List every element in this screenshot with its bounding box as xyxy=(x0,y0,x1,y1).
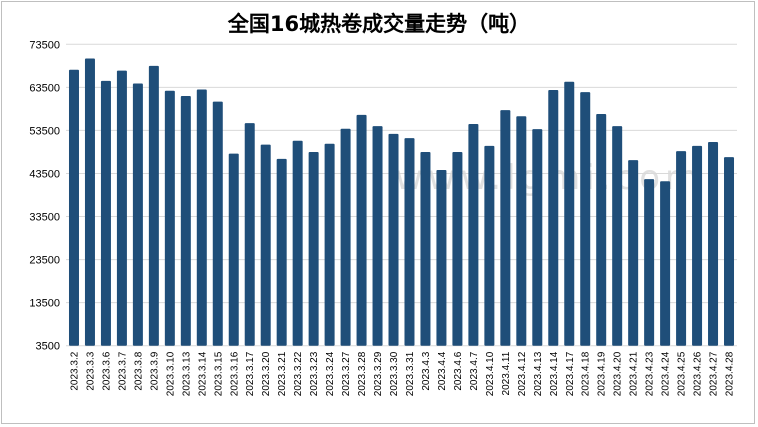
x-tick-label: 2023.3.20 xyxy=(261,351,272,396)
bar xyxy=(500,110,511,346)
bar xyxy=(100,80,111,346)
y-tick-label: 73500 xyxy=(29,39,60,51)
bar xyxy=(548,89,559,346)
bar xyxy=(708,142,719,346)
bar xyxy=(324,143,335,346)
x-tick-label: 2023.3.14 xyxy=(197,351,208,396)
x-tick-label: 2023.4.6 xyxy=(453,351,464,390)
x-tick-label: 2023.4.17 xyxy=(565,351,576,396)
bar xyxy=(68,69,79,346)
x-tick-label: 2023.3.7 xyxy=(117,351,128,390)
x-tick-label: 2023.4.25 xyxy=(677,351,688,396)
bar xyxy=(164,90,175,346)
x-tick-label: 2023.3.31 xyxy=(405,351,416,396)
x-tick-label: 2023.3.9 xyxy=(149,351,160,390)
x-tick-label: 2023.4.20 xyxy=(613,351,624,396)
bar xyxy=(564,81,575,346)
bar xyxy=(228,153,239,346)
x-tick-label: 2023.3.21 xyxy=(277,351,288,396)
x-tick-label: 2023.4.27 xyxy=(709,351,720,396)
x-tick-label: 2023.4.14 xyxy=(549,351,560,396)
bar xyxy=(516,116,527,346)
bar xyxy=(244,123,255,346)
bar xyxy=(308,151,319,346)
x-tick-label: 2023.3.24 xyxy=(325,351,336,396)
bar xyxy=(660,181,671,346)
x-tick-label: 2023.3.28 xyxy=(357,351,368,396)
bar xyxy=(212,101,223,346)
x-tick-label: 2023.4.24 xyxy=(661,351,672,396)
x-tick-label: 2023.4.3 xyxy=(421,351,432,390)
bar xyxy=(484,145,495,346)
x-tick-label: 2023.3.30 xyxy=(389,351,400,396)
x-tick-label: 2023.4.10 xyxy=(485,351,496,396)
bar xyxy=(340,128,351,346)
bar xyxy=(692,145,703,346)
bar xyxy=(148,65,159,346)
x-tick-label: 2023.4.19 xyxy=(597,351,608,396)
bar xyxy=(132,83,143,346)
bar xyxy=(612,126,623,346)
bar xyxy=(116,70,127,346)
bar xyxy=(420,151,431,346)
x-tick-label: 2023.4.18 xyxy=(581,351,592,396)
x-tick-label: 2023.4.26 xyxy=(693,351,704,396)
x-tick-label: 2023.3.16 xyxy=(229,351,240,396)
bar xyxy=(388,133,399,346)
bar xyxy=(196,89,207,346)
x-tick-label: 2023.3.13 xyxy=(181,351,192,396)
bar xyxy=(676,151,687,346)
x-tick-label: 2023.3.3 xyxy=(85,351,96,390)
x-tick-label: 2023.4.11 xyxy=(501,351,512,395)
x-tick-label: 2023.3.17 xyxy=(245,351,256,396)
y-tick-label: 23500 xyxy=(29,255,60,267)
y-tick-label: 3500 xyxy=(36,341,60,353)
x-tick-label: 2023.4.28 xyxy=(725,351,736,396)
bar xyxy=(292,140,303,346)
x-tick-label: 2023.3.23 xyxy=(309,351,320,396)
y-tick-label: 13500 xyxy=(29,298,60,310)
bar xyxy=(436,170,447,346)
y-tick-label: 33500 xyxy=(29,212,60,224)
bar xyxy=(372,126,383,346)
bar xyxy=(180,95,191,346)
bar xyxy=(84,58,95,346)
chart-title: 全国16城热卷成交量走势（吨） xyxy=(227,12,531,36)
bar xyxy=(628,160,639,346)
bar xyxy=(532,129,543,346)
x-tick-label: 2023.3.15 xyxy=(213,351,224,396)
x-tick-label: 2023.4.12 xyxy=(517,351,528,396)
bar xyxy=(580,92,591,346)
x-tick-label: 2023.4.13 xyxy=(533,351,544,396)
x-tick-label: 2023.3.2 xyxy=(69,351,80,390)
x-tick-label: 2023.4.7 xyxy=(469,351,480,390)
y-tick-label: 53500 xyxy=(29,125,60,137)
bar xyxy=(596,114,607,346)
x-tick-label: 2023.4.4 xyxy=(437,351,448,390)
bar xyxy=(644,179,655,346)
x-tick-label: 2023.3.6 xyxy=(101,351,112,390)
x-tick-label: 2023.4.21 xyxy=(629,351,640,396)
x-tick-label: 2023.3.27 xyxy=(341,351,352,396)
bar xyxy=(404,138,415,346)
x-tick-label: 2023.3.22 xyxy=(293,351,304,396)
x-tick-label: 2023.3.10 xyxy=(165,351,176,396)
x-tick-label: 2023.4.23 xyxy=(645,351,656,396)
bar xyxy=(452,151,463,346)
bar xyxy=(468,123,479,346)
bar xyxy=(356,114,367,346)
x-tick-label: 2023.3.29 xyxy=(373,351,384,396)
bar xyxy=(276,158,287,346)
bar xyxy=(724,157,735,346)
x-tick-label: 2023.3.8 xyxy=(133,351,144,390)
bar xyxy=(260,144,271,346)
y-tick-label: 43500 xyxy=(29,168,60,180)
y-tick-label: 63500 xyxy=(29,82,60,94)
